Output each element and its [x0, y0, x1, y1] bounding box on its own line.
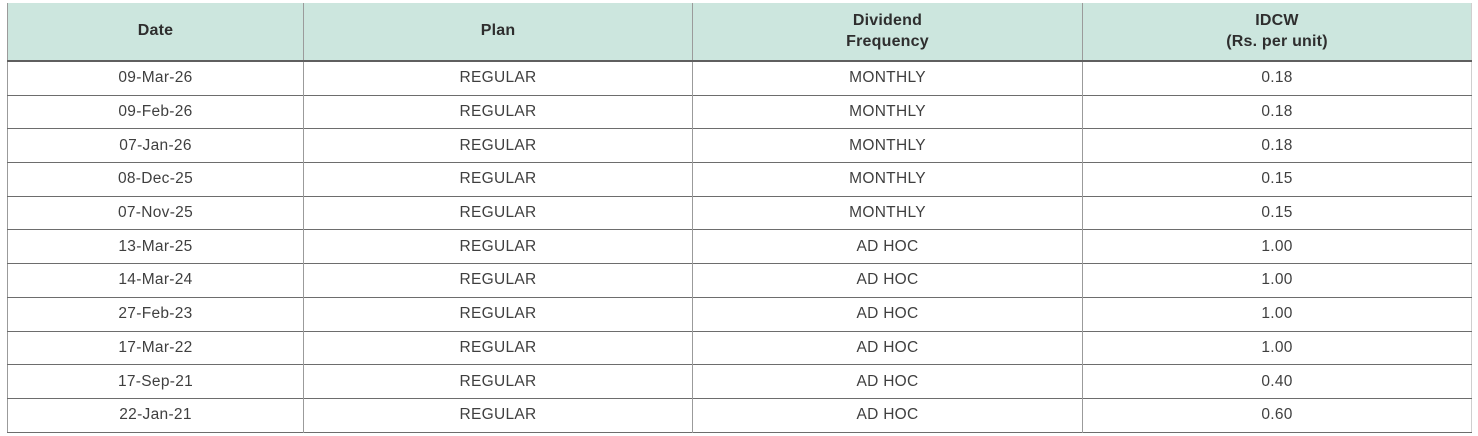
table-row: 17-Sep-21 REGULAR AD HOC 0.40: [7, 364, 1472, 399]
date-cell: 27-Feb-23: [7, 297, 304, 331]
idcw-cell: 1.00: [1082, 331, 1472, 365]
table-body: 09-Mar-26 REGULAR MONTHLY 0.18 09-Feb-26…: [7, 61, 1472, 433]
date-cell: 22-Jan-21: [7, 398, 304, 433]
table-row: 07-Jan-26 REGULAR MONTHLY 0.18: [7, 128, 1472, 163]
table-row: 09-Mar-26 REGULAR MONTHLY 0.18: [7, 61, 1472, 96]
idcw-cell: 0.15: [1082, 162, 1472, 197]
frequency-cell: AD HOC: [692, 229, 1083, 264]
column-header-plan: Plan: [303, 3, 693, 61]
plan-cell: REGULAR: [303, 364, 693, 399]
frequency-cell: AD HOC: [692, 364, 1083, 399]
column-header-idcw: IDCW (Rs. per unit): [1082, 3, 1472, 61]
idcw-cell: 0.60: [1082, 398, 1472, 433]
frequency-cell: MONTHLY: [692, 128, 1083, 163]
idcw-cell: 0.18: [1082, 95, 1472, 129]
table-header: Date Plan Dividend Frequency IDCW (Rs. p…: [7, 3, 1472, 61]
frequency-cell: MONTHLY: [692, 196, 1083, 230]
frequency-cell: AD HOC: [692, 398, 1083, 433]
frequency-cell: AD HOC: [692, 263, 1083, 298]
frequency-cell: MONTHLY: [692, 162, 1083, 197]
table-row: 17-Mar-22 REGULAR AD HOC 1.00: [7, 331, 1472, 365]
date-cell: 17-Mar-22: [7, 331, 304, 365]
idcw-cell: 0.18: [1082, 61, 1472, 96]
idcw-cell: 1.00: [1082, 263, 1472, 298]
plan-cell: REGULAR: [303, 95, 693, 129]
plan-cell: REGULAR: [303, 263, 693, 298]
plan-cell: REGULAR: [303, 229, 693, 264]
table-row: 07-Nov-25 REGULAR MONTHLY 0.15: [7, 196, 1472, 230]
plan-cell: REGULAR: [303, 162, 693, 197]
table-row: 27-Feb-23 REGULAR AD HOC 1.00: [7, 297, 1472, 331]
plan-cell: REGULAR: [303, 297, 693, 331]
date-cell: 17-Sep-21: [7, 364, 304, 399]
plan-cell: REGULAR: [303, 196, 693, 230]
table-row: 22-Jan-21 REGULAR AD HOC 0.60: [7, 398, 1472, 433]
date-cell: 07-Jan-26: [7, 128, 304, 163]
table-row: 13-Mar-25 REGULAR AD HOC 1.00: [7, 229, 1472, 264]
idcw-cell: 1.00: [1082, 229, 1472, 264]
table-row: 14-Mar-24 REGULAR AD HOC 1.00: [7, 263, 1472, 298]
date-cell: 09-Mar-26: [7, 61, 304, 96]
plan-cell: REGULAR: [303, 331, 693, 365]
frequency-cell: AD HOC: [692, 297, 1083, 331]
column-header-date: Date: [7, 3, 304, 61]
table-row: 09-Feb-26 REGULAR MONTHLY 0.18: [7, 95, 1472, 129]
idcw-cell: 0.18: [1082, 128, 1472, 163]
plan-cell: REGULAR: [303, 61, 693, 96]
plan-cell: REGULAR: [303, 398, 693, 433]
frequency-cell: MONTHLY: [692, 61, 1083, 96]
idcw-cell: 0.40: [1082, 364, 1472, 399]
date-cell: 14-Mar-24: [7, 263, 304, 298]
idcw-cell: 1.00: [1082, 297, 1472, 331]
table-row: 08-Dec-25 REGULAR MONTHLY 0.15: [7, 162, 1472, 197]
date-cell: 08-Dec-25: [7, 162, 304, 197]
idcw-cell: 0.15: [1082, 196, 1472, 230]
date-cell: 07-Nov-25: [7, 196, 304, 230]
column-header-dividend-frequency: Dividend Frequency: [692, 3, 1083, 61]
date-cell: 09-Feb-26: [7, 95, 304, 129]
frequency-cell: MONTHLY: [692, 95, 1083, 129]
plan-cell: REGULAR: [303, 128, 693, 163]
date-cell: 13-Mar-25: [7, 229, 304, 264]
dividend-history-table: Date Plan Dividend Frequency IDCW (Rs. p…: [7, 3, 1472, 433]
frequency-cell: AD HOC: [692, 331, 1083, 365]
header-row: Date Plan Dividend Frequency IDCW (Rs. p…: [7, 3, 1472, 61]
